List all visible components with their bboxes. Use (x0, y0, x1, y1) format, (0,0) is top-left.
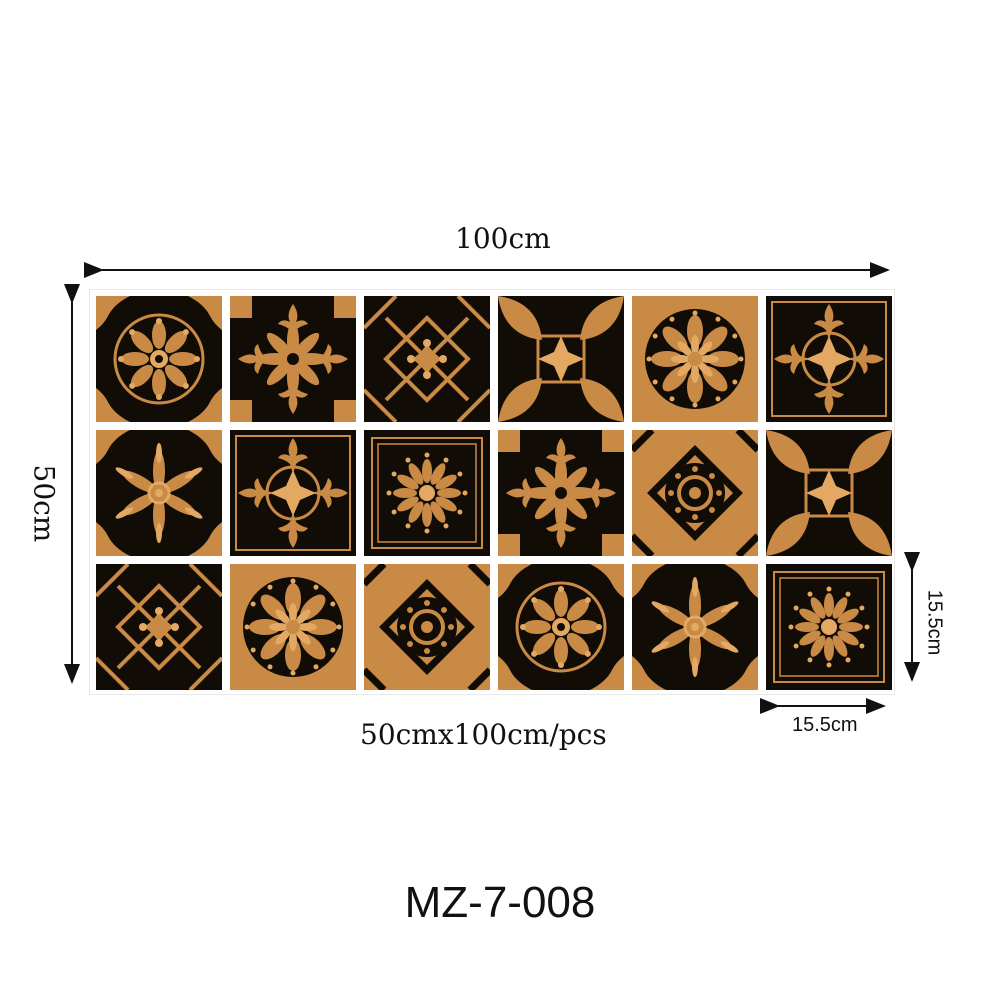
tile-pattern-r2c6 (766, 430, 892, 556)
tile-pattern-r3c1 (96, 564, 222, 690)
tile-pattern-r3c3 (364, 564, 490, 690)
tile-pattern-r1c3 (364, 296, 490, 422)
tile-pattern-r3c6 (766, 564, 892, 690)
width-label: 100cm (455, 222, 551, 255)
tile-pattern-r3c5 (632, 564, 758, 690)
tile-pattern-r2c4 (498, 430, 624, 556)
tile-pattern-r2c3 (364, 430, 490, 556)
tile-pattern-r1c2 (230, 296, 356, 422)
height-label: 50cm (27, 464, 61, 543)
tile-pattern-r1c5 (632, 296, 758, 422)
model-number: MZ-7-008 (404, 878, 596, 927)
tile-pattern-r3c2 (230, 564, 356, 690)
tile-pattern-r1c1 (96, 296, 222, 422)
tile-sheet-preview (90, 290, 894, 694)
tile-pattern-r2c1 (96, 430, 222, 556)
tile-pattern-r2c5 (632, 430, 758, 556)
tile-height-label: 15.5cm (923, 589, 946, 656)
tile-pattern-r1c6 (766, 296, 892, 422)
tile-pattern-r3c4 (498, 564, 624, 690)
tile-pattern-r1c4 (498, 296, 624, 422)
tile-pattern-r2c2 (230, 430, 356, 556)
sheet-size-label: 50cmx100cm/pcs (360, 718, 607, 751)
tile-width-label: 15.5cm (792, 714, 858, 736)
